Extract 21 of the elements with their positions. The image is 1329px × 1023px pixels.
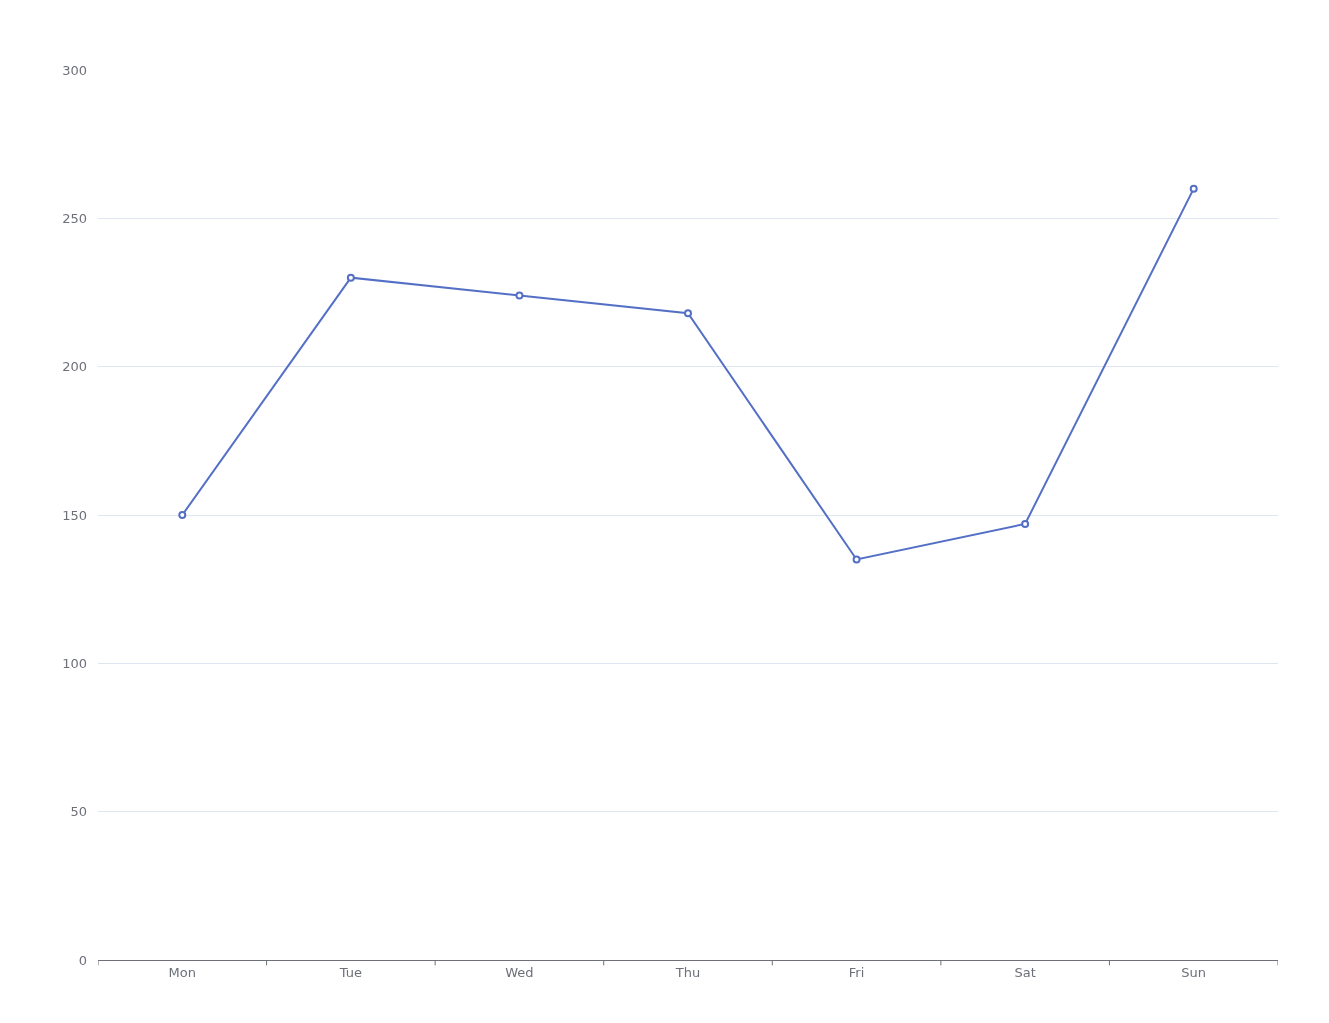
x-tick-label: Mon: [168, 964, 196, 980]
point: [852, 555, 861, 564]
point: [346, 273, 355, 282]
point: [1021, 519, 1030, 528]
y-tick-label: 100: [62, 655, 87, 671]
y-tick-label: 150: [62, 507, 87, 523]
x-tick-label: Fri: [848, 964, 865, 980]
point: [515, 291, 524, 300]
y-tick-label: 250: [62, 210, 87, 226]
x-tick-label: Wed: [505, 964, 534, 980]
x-tick-label: Sun: [1181, 964, 1207, 980]
y-tick-label: 300: [62, 62, 87, 78]
point: [684, 309, 692, 318]
x-tick-label: Sat: [1014, 964, 1036, 980]
y-tick-label: 50: [70, 804, 87, 820]
x-tick-label: Thu: [674, 964, 701, 980]
y-tick-label: 0: [78, 952, 87, 968]
point: [178, 511, 187, 519]
y-tick-label: 200: [62, 359, 87, 375]
x-tick-label: Tue: [338, 964, 362, 980]
point: [1189, 184, 1198, 193]
